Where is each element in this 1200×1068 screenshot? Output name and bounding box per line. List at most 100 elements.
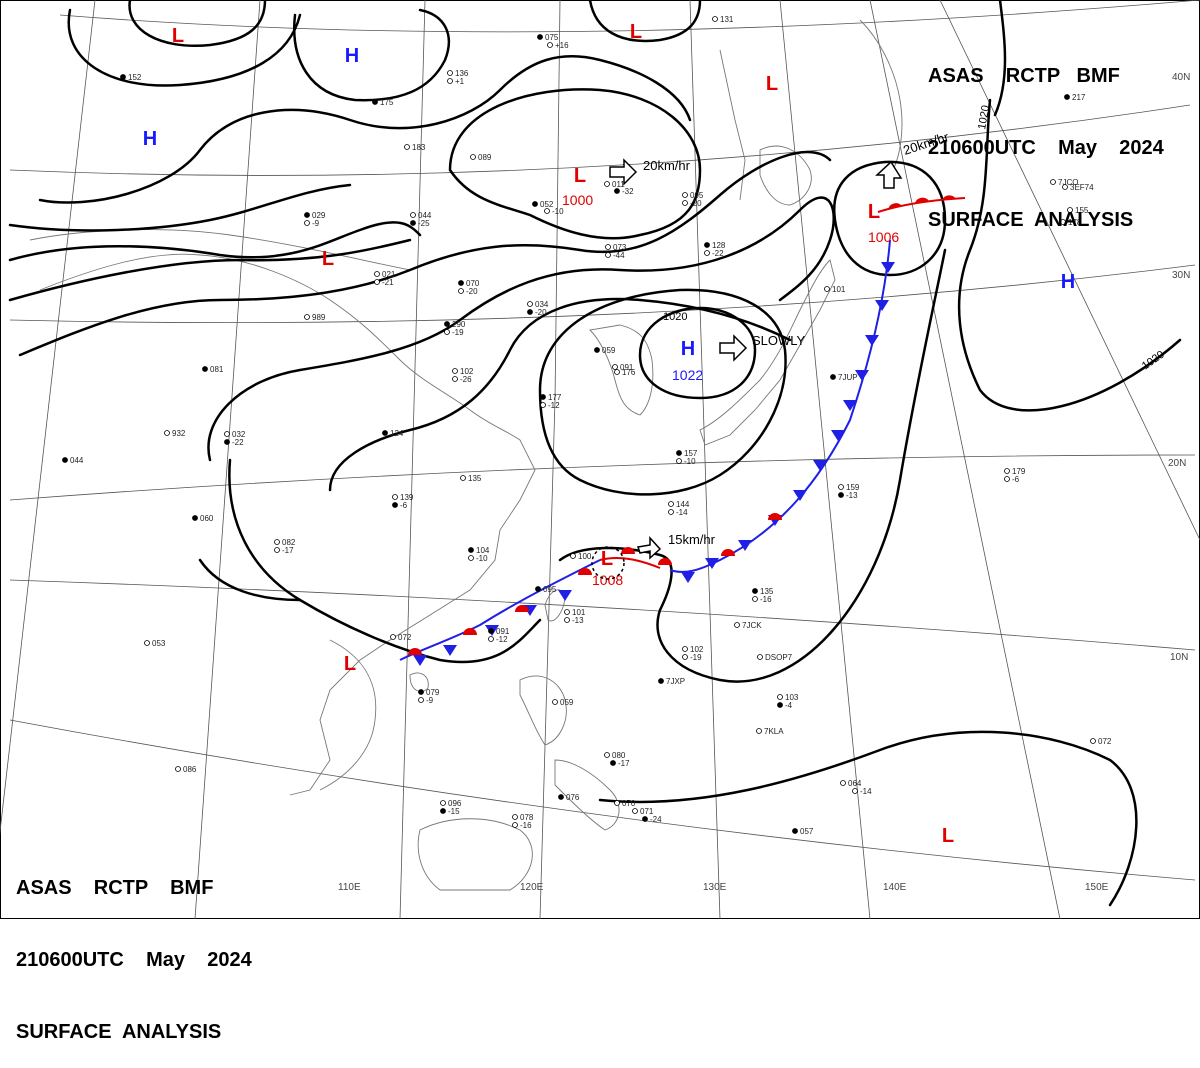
warm-front-semicircle — [408, 648, 422, 655]
isobar-northwest-1 — [38, 55, 692, 204]
station-value: 7JCO — [1058, 178, 1078, 187]
low-pressure-center: L — [344, 653, 356, 675]
station-marker — [444, 321, 450, 327]
station-marker — [1064, 94, 1070, 100]
header-line-1: ASAS RCTP BMF — [928, 65, 1120, 87]
coast-philippines-south — [554, 759, 620, 831]
station-marker — [558, 794, 564, 800]
low-pressure-center: L — [942, 825, 954, 847]
low-pressure-center: L — [601, 548, 613, 570]
motion-label-4: 15km/hr — [668, 532, 716, 547]
station-marker — [390, 634, 396, 640]
coast-korea — [589, 324, 654, 416]
coast-japan — [699, 259, 836, 446]
station-value: 091 — [620, 363, 634, 372]
station-value: 103 — [785, 693, 799, 702]
station-value: 078 — [520, 813, 534, 822]
low-pressure-center: L — [868, 201, 880, 223]
station-marker — [642, 816, 648, 822]
high-pressure-center: H — [681, 338, 695, 360]
station-marker — [668, 501, 674, 507]
isobars — [8, 0, 1182, 907]
station-marker — [676, 450, 682, 456]
station-value: 7JCK — [742, 621, 762, 630]
station-value: 7JUP — [838, 373, 858, 382]
isobar-h1022-inner — [638, 306, 757, 400]
station-marker — [824, 286, 830, 292]
cold-front-triangle — [855, 370, 869, 381]
station-value: 102 — [460, 367, 474, 376]
station-value: -17 — [282, 546, 294, 555]
footer-line-2: 210600UTC May 2024 — [16, 949, 252, 971]
station-marker — [838, 484, 844, 490]
station-value: 086 — [183, 765, 197, 774]
station-marker — [756, 728, 762, 734]
cold-front-triangle — [875, 300, 889, 311]
cold-front-triangle — [705, 558, 719, 569]
station-value: 175 — [380, 98, 394, 107]
station-marker — [304, 314, 310, 320]
station-marker — [547, 42, 553, 48]
cold-front-triangle — [738, 540, 752, 551]
station-marker — [175, 766, 181, 772]
station-value: 081 — [210, 365, 224, 374]
station-value: 135 — [760, 587, 774, 596]
station-value: 072 — [1098, 737, 1112, 746]
motion-arrow-1: 20km/hr — [609, 158, 691, 186]
station-marker — [535, 586, 541, 592]
low-pressure-center: L — [766, 73, 778, 95]
warm-front-ne-bump-3 — [942, 195, 956, 200]
coast-mongolia-border — [29, 229, 411, 271]
low-pressure-center: L — [322, 248, 334, 270]
station-marker — [1060, 219, 1066, 225]
station-value: -20 — [690, 199, 702, 208]
station-value: -6 — [400, 501, 408, 510]
lon-label-130e: 130E — [703, 882, 727, 893]
station-marker — [792, 828, 798, 834]
station-marker — [452, 368, 458, 374]
footer-line-1: ASAS RCTP BMF — [16, 877, 214, 899]
station-value: 989 — [312, 313, 326, 322]
station-marker — [458, 288, 464, 294]
station-marker — [120, 74, 126, 80]
station-value: -22 — [712, 249, 724, 258]
station-marker — [757, 654, 763, 660]
high-pressure-center: H — [143, 128, 157, 150]
isobar-nw-low-a — [128, 0, 267, 48]
station-marker — [1004, 476, 1010, 482]
warm-front-semicircle — [621, 547, 635, 554]
station-value: 032 — [232, 430, 246, 439]
parallel-30n — [9, 104, 1191, 176]
station-value: -20 — [535, 308, 547, 317]
lon-label-110e: 110E — [338, 882, 361, 893]
station-value: 104 — [476, 546, 490, 555]
station-value: -20 — [466, 287, 478, 296]
station-marker — [404, 144, 410, 150]
station-marker — [682, 654, 688, 660]
station-value: 3EF74 — [1070, 183, 1094, 192]
station-value: 070 — [622, 799, 636, 808]
station-value: 159 — [846, 483, 860, 492]
station-value: -16 — [760, 595, 772, 604]
station-marker — [614, 188, 620, 194]
low-pressure-center: L — [630, 21, 642, 43]
station-value: 124 — [390, 429, 404, 438]
station-value: 139 — [400, 493, 414, 502]
station-value: 070 — [466, 279, 480, 288]
cold-front-triangle — [865, 335, 879, 346]
cold-front-triangle — [843, 400, 857, 411]
station-value: 082 — [282, 538, 296, 547]
station-value: -10 — [476, 554, 488, 563]
station-marker — [734, 622, 740, 628]
center-pressure-label: 1006 — [868, 229, 899, 245]
station-value: 059 — [560, 698, 574, 707]
station-value: 075 — [545, 33, 559, 42]
meridian-120e — [399, 0, 426, 919]
station-marker — [458, 280, 464, 286]
station-value: 076 — [566, 793, 580, 802]
station-value: -32 — [622, 187, 634, 196]
station-marker — [777, 694, 783, 700]
station-marker — [440, 808, 446, 814]
station-value: 131 — [720, 15, 734, 24]
station-marker — [410, 212, 416, 218]
